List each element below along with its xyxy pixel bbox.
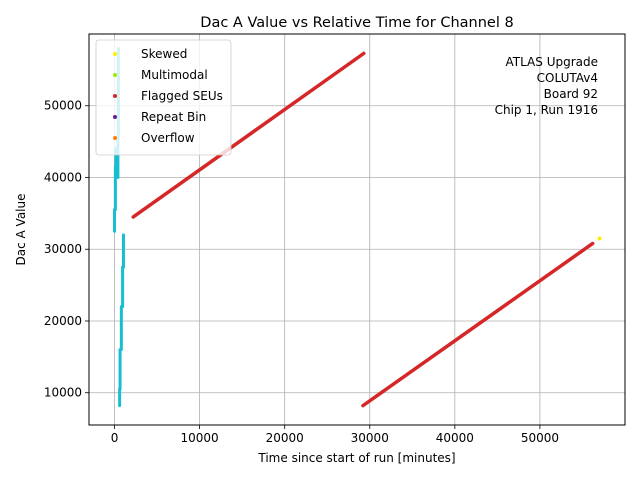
x-tick-label: 0 (111, 431, 119, 445)
legend-label: Flagged SEUs (141, 89, 223, 103)
y-tick-label: 40000 (44, 170, 82, 184)
x-tick-label: 40000 (436, 431, 474, 445)
legend-label: Multimodal (141, 68, 208, 82)
legend-box (95, 39, 232, 156)
grid (89, 34, 625, 425)
y-tick-label: 10000 (44, 386, 82, 400)
annotation-line: COLUTAv4 (537, 71, 598, 85)
annotation-line: Board 92 (544, 87, 598, 101)
legend-marker (113, 73, 117, 77)
y-tick-label: 50000 (44, 99, 82, 113)
seu-data-segment (361, 241, 595, 408)
legend-label: Overflow (141, 131, 195, 145)
legend-marker (113, 94, 117, 98)
x-tick-label: 30000 (351, 431, 389, 445)
legend-marker (113, 52, 117, 56)
chart-title: Dac A Value vs Relative Time for Channel… (200, 15, 513, 31)
legend-label: Skewed (141, 47, 187, 61)
y-tick-label: 20000 (44, 314, 82, 328)
annotation: ATLAS Upgrade COLUTAv4 Board 92 Chip 1, Run… (495, 55, 598, 117)
x-tick-label: 10000 (181, 431, 219, 445)
annotation-line: ATLAS Upgrade (505, 55, 598, 69)
skewed-data-point (597, 236, 602, 241)
seu-data-segment (131, 51, 366, 219)
x-axis-label: Time since start of run [minutes] (257, 451, 455, 465)
annotation-line: Chip 1, Run 1916 (495, 103, 598, 117)
y-axis-label: Dac A Value (14, 194, 28, 266)
legend: Skewed Multimodal Flagged SEUs Repeat Bin Ov… (95, 39, 232, 156)
ticks: 0 10000 20000 30000 40000 50000 10000 20000 3000… (44, 99, 559, 445)
x-tick-label: 20000 (266, 431, 304, 445)
legend-marker (113, 115, 117, 119)
x-tick-label: 50000 (521, 431, 559, 445)
legend-marker (113, 136, 117, 140)
plot-frame (88, 33, 626, 426)
y-tick-label: 30000 (44, 242, 82, 256)
legend-label: Repeat Bin (141, 110, 206, 124)
